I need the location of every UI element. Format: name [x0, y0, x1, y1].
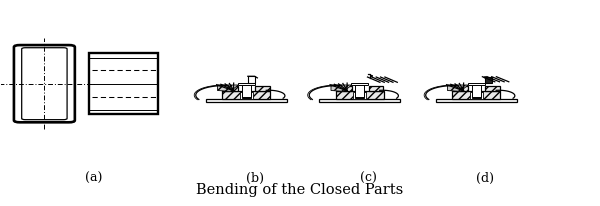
Bar — [206, 99, 287, 102]
Bar — [436, 99, 517, 102]
Bar — [472, 93, 481, 98]
Text: (d): (d) — [476, 172, 494, 185]
Bar — [353, 92, 366, 99]
Bar — [485, 77, 492, 83]
Text: (c): (c) — [360, 172, 377, 185]
Bar — [222, 91, 271, 99]
Bar — [355, 85, 364, 97]
Bar — [238, 83, 255, 85]
Polygon shape — [218, 85, 238, 91]
Text: (a): (a) — [85, 172, 103, 185]
Bar — [222, 85, 238, 91]
Bar — [335, 85, 352, 91]
Bar — [485, 85, 500, 91]
Bar — [369, 85, 383, 91]
Bar — [335, 91, 384, 99]
FancyBboxPatch shape — [14, 45, 75, 122]
Bar — [467, 83, 485, 85]
Polygon shape — [331, 85, 352, 91]
Bar — [355, 93, 364, 98]
Text: Bending of the Closed Parts: Bending of the Closed Parts — [196, 184, 404, 198]
Bar — [319, 99, 400, 102]
Bar — [248, 76, 254, 83]
Bar — [242, 93, 251, 98]
FancyBboxPatch shape — [22, 48, 67, 120]
Bar — [242, 85, 251, 97]
Text: (b): (b) — [246, 172, 264, 185]
Bar — [452, 85, 468, 91]
Bar — [470, 92, 483, 99]
Bar — [351, 83, 368, 85]
Bar — [255, 85, 270, 91]
Bar — [472, 85, 481, 97]
Bar — [240, 92, 253, 99]
Polygon shape — [448, 85, 468, 91]
Bar — [452, 91, 500, 99]
Bar — [89, 53, 158, 114]
